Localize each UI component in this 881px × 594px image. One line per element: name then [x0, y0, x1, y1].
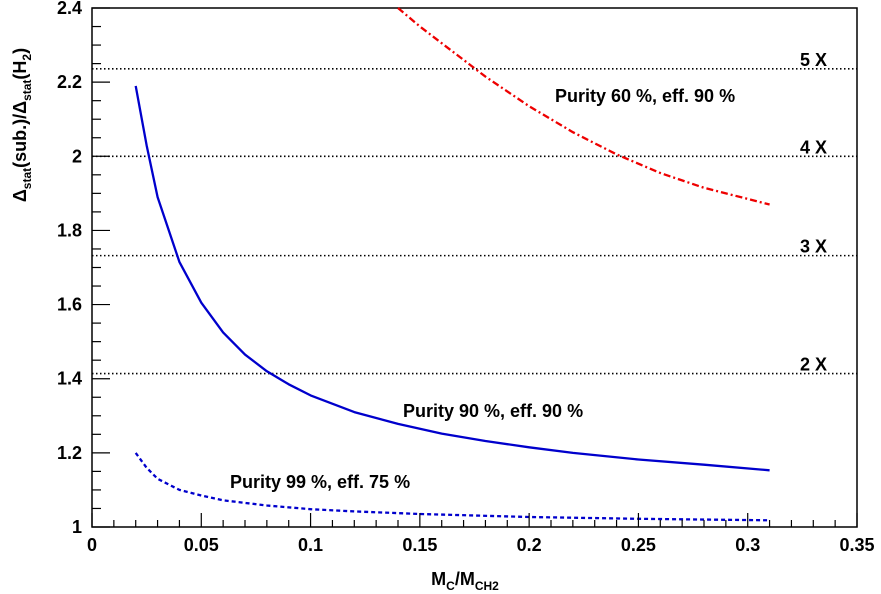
y-tick-label: 1.4: [57, 369, 82, 389]
y-tick-label: 1.2: [57, 443, 82, 463]
y-title-delta2: Δ: [10, 101, 30, 114]
y-tick-label: 1.8: [57, 220, 82, 240]
curve-labels: Purity 90 %, eff. 90 % Purity 99 %, eff. …: [230, 86, 735, 492]
y-title-delta1: Δ: [10, 189, 30, 202]
reference-label-2: 3 X: [800, 237, 827, 257]
y-tick-label: 1: [72, 517, 82, 537]
x-title-sub1: C: [446, 579, 455, 593]
x-title-sub2: CH2: [475, 579, 499, 593]
y-tick-label: 2: [72, 146, 82, 166]
curve-label-purity-99: Purity 99 %, eff. 75 %: [230, 472, 410, 492]
plot-border: [91, 7, 858, 528]
x-tick-label: 0.2: [517, 535, 542, 555]
series-line-purity-99: [134, 452, 770, 522]
series-line-purity-60: [397, 7, 770, 206]
x-tick-label: 0.1: [298, 535, 323, 555]
y-title-mid: (sub.)/: [10, 114, 30, 168]
x-tick-label: 0.3: [735, 535, 760, 555]
reference-label-3: 4 X: [800, 137, 827, 157]
reference-lines: [92, 67, 857, 375]
curve-label-purity-90: Purity 90 %, eff. 90 %: [403, 401, 583, 421]
series-line-purity-90: [134, 85, 770, 472]
x-tick-label: 0.25: [621, 535, 656, 555]
x-axis-title: MC/MCH2: [431, 569, 499, 593]
y-title-close: ): [10, 48, 30, 54]
x-tick-label: 0.05: [184, 535, 219, 555]
x-title-sep: /M: [455, 569, 475, 589]
y-title-tail: (H: [10, 61, 30, 80]
series-group: [134, 7, 770, 522]
axis-ticks: [91, 7, 858, 528]
x-tick-label: 0: [87, 535, 97, 555]
y-axis-title: Δstat(sub.)/Δstat(H2): [10, 48, 34, 202]
x-tick-label: 0.35: [839, 535, 874, 555]
reference-label-1: 2 X: [800, 355, 827, 375]
y-tick-label: 2.4: [57, 0, 82, 18]
curve-label-purity-60: Purity 60 %, eff. 90 %: [555, 86, 735, 106]
tick-labels: 0 0.05 0.1 0.15 0.2 0.25 0.3 0.35 1 1.2 1.4 1.6 1.8 2…: [57, 0, 875, 555]
y-title-sub1: stat: [20, 168, 34, 189]
reference-label-4: 5 X: [800, 50, 827, 70]
x-tick-label: 0.15: [402, 535, 437, 555]
plot-frame: [91, 7, 858, 528]
y-title-sub3: 2: [20, 54, 34, 61]
y-tick-label: 2.2: [57, 72, 82, 92]
y-title-sub2: stat: [20, 80, 34, 101]
reference-labels: 2 X 3 X 4 X 5 X: [800, 50, 827, 375]
y-tick-label: 1.6: [57, 295, 82, 315]
x-title-main: M: [431, 569, 446, 589]
